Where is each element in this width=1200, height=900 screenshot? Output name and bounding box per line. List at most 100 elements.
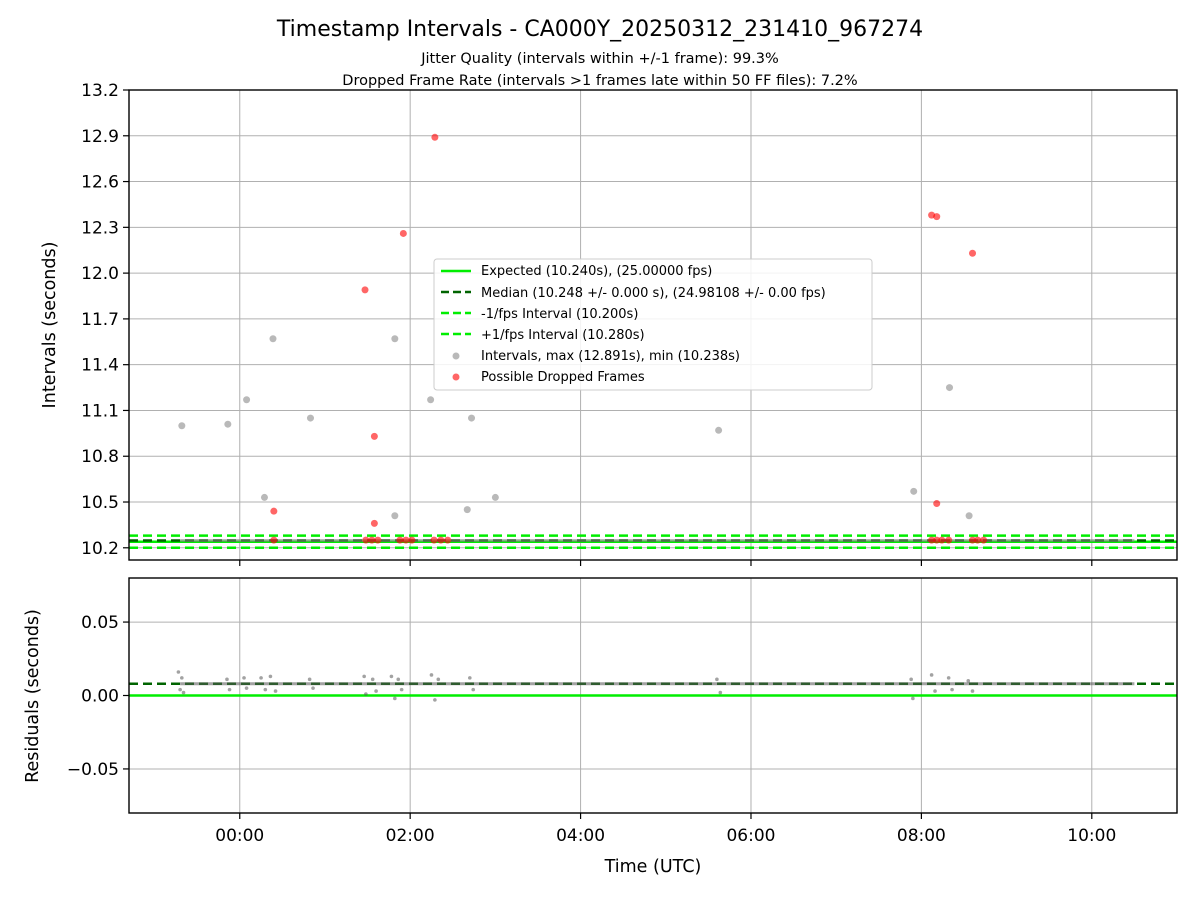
intervals-interval-point — [491, 493, 499, 501]
legend-dropped-marker — [452, 373, 460, 381]
legend-minus-fps-label: -1/fps Interval (10.200s) — [481, 307, 638, 322]
x-axis-label: Time (UTC) — [604, 857, 702, 877]
residuals-interval-point — [180, 676, 184, 680]
intervals-dropped-frame-point — [444, 536, 452, 544]
residuals-interval-point — [364, 692, 368, 696]
residuals-x-tick-label: 04:00 — [556, 826, 605, 846]
intervals-y-tick-label: 12.3 — [81, 218, 119, 238]
legend-intervals-label: Intervals, max (12.891s), min (10.238s) — [481, 349, 740, 364]
legend-intervals-marker — [452, 352, 460, 360]
intervals-scatter-points — [178, 133, 1135, 544]
residuals-interval-point — [225, 677, 229, 682]
residuals-interval-point — [471, 687, 476, 692]
intervals-dropped-frame-point — [370, 432, 378, 440]
residuals-interval-point — [307, 677, 312, 682]
intervals-axes-frame — [128, 89, 1178, 561]
residuals-interval-point — [436, 677, 441, 682]
intervals-y-tick-label: 12.0 — [81, 264, 119, 284]
intervals-x-ticks — [239, 560, 1093, 566]
chart-title: Timestamp Intervals - CA000Y_20250312_23… — [276, 17, 923, 42]
residuals-y-axis-label: Residuals (seconds) — [23, 609, 43, 783]
intervals-dropped-frame-point — [399, 229, 407, 237]
intervals-dropped-frame-point — [396, 536, 404, 544]
intervals-dropped-frame-point — [933, 500, 941, 508]
legend-median-label: Median (10.248 +/- 0.000 s), (24.98108 +… — [481, 286, 826, 301]
residuals-interval-point — [178, 687, 182, 692]
intervals-dropped-frame-point — [945, 536, 953, 544]
residuals-interval-point — [966, 679, 971, 683]
intervals-interval-point — [224, 420, 232, 428]
intervals-y-tick-label: 10.8 — [81, 447, 119, 467]
intervals-dropped-frame-point — [362, 536, 370, 544]
residuals-interval-point — [399, 687, 404, 692]
intervals-y-axis-label: Intervals (seconds) — [40, 242, 60, 409]
intervals-interval-point — [178, 422, 186, 430]
residuals-interval-point — [433, 698, 437, 702]
intervals-y-tick-label: 11.7 — [81, 310, 119, 330]
intervals-interval-point — [391, 335, 399, 343]
intervals-y-tick-label: 11.4 — [81, 356, 119, 376]
intervals-y-tick-label: 12.6 — [81, 173, 119, 193]
residuals-scatter-points — [176, 670, 1135, 702]
residuals-interval-point — [259, 676, 263, 680]
residuals-interval-point — [715, 677, 719, 682]
intervals-interval-point — [427, 396, 435, 404]
intervals-interval-point — [468, 414, 476, 422]
intervals-interval-point — [306, 414, 314, 422]
residuals-interval-point — [970, 689, 975, 693]
intervals-dropped-frame-point — [402, 536, 410, 544]
intervals-dropped-frame-point — [270, 507, 278, 515]
residuals-y-tick-label: 0.00 — [81, 687, 119, 707]
residuals-interval-point — [946, 676, 951, 680]
residuals-interval-point — [909, 677, 913, 682]
intervals-dropped-frame-point — [408, 536, 416, 544]
residuals-interval-point — [244, 686, 249, 690]
residuals-interval-point — [393, 696, 397, 701]
intervals-interval-point — [260, 493, 268, 501]
intervals-dropped-frame-point — [361, 286, 369, 294]
intervals-interval-point — [463, 506, 471, 514]
residuals-x-tick-label: 02:00 — [386, 826, 435, 846]
residuals-interval-point — [311, 686, 315, 690]
subtitle-jitter-quality: Jitter Quality (intervals within +/-1 fr… — [420, 51, 779, 67]
intervals-dropped-frame-point — [933, 536, 941, 544]
intervals-interval-point — [965, 512, 973, 520]
residuals-interval-point — [933, 689, 937, 693]
intervals-interval-point — [243, 396, 251, 404]
residuals-y-tick-label: −0.05 — [67, 760, 119, 780]
intervals-dropped-frame-point — [974, 536, 982, 544]
legend-expected-label: Expected (10.240s), (25.00000 fps) — [481, 264, 712, 279]
residuals-interval-point — [181, 690, 186, 695]
residuals-y-ticks: 0.05 0.00 −0.05 — [67, 613, 129, 780]
residuals-interval-point — [362, 674, 366, 679]
residuals-x-ticks: 00:00 02:00 04:00 06:00 08:00 10:00 — [215, 813, 1116, 846]
residuals-interval-point — [429, 673, 434, 677]
intervals-y-tick-label: 12.9 — [81, 127, 119, 147]
intervals-dropped-frame-point — [370, 519, 378, 527]
intervals-interval-point — [269, 335, 277, 343]
intervals-y-tick-label: 10.2 — [81, 539, 119, 559]
residuals-interval-point — [263, 687, 268, 692]
intervals-interval-point — [715, 426, 723, 434]
intervals-dropped-frame-point — [928, 536, 936, 544]
intervals-y-ticks: 10.2 10.5 10.8 11.1 11.4 11.7 12.0 12.3 12.6 12.9… — [81, 81, 129, 559]
residuals-x-tick-label: 06:00 — [726, 826, 775, 846]
intervals-dropped-frame-point — [969, 536, 977, 544]
residuals-interval-point — [273, 689, 278, 693]
intervals-dropped-frame-point — [431, 133, 439, 141]
intervals-dropped-frame-point — [374, 536, 382, 544]
residuals-panel: 0.05 0.00 −0.05 00:00 02:00 04:00 06:00 08:00 1… — [23, 577, 1178, 877]
subtitle-dropped-frame-rate: Dropped Frame Rate (intervals >1 frames … — [342, 73, 857, 89]
residuals-interval-point — [396, 677, 401, 682]
intervals-y-tick-label: 10.5 — [81, 493, 119, 513]
intervals-dropped-frame-point — [969, 249, 977, 257]
residuals-interval-point — [227, 687, 232, 692]
residuals-x-tick-label: 08:00 — [897, 826, 946, 846]
intervals-y-tick-label: 11.1 — [81, 401, 119, 421]
residuals-interval-point — [950, 687, 954, 692]
residuals-interval-point — [911, 696, 915, 701]
residuals-interval-point — [374, 689, 378, 693]
legend-plus-fps-label: +1/fps Interval (10.280s) — [481, 328, 645, 343]
intervals-dropped-frame-point — [270, 536, 278, 544]
